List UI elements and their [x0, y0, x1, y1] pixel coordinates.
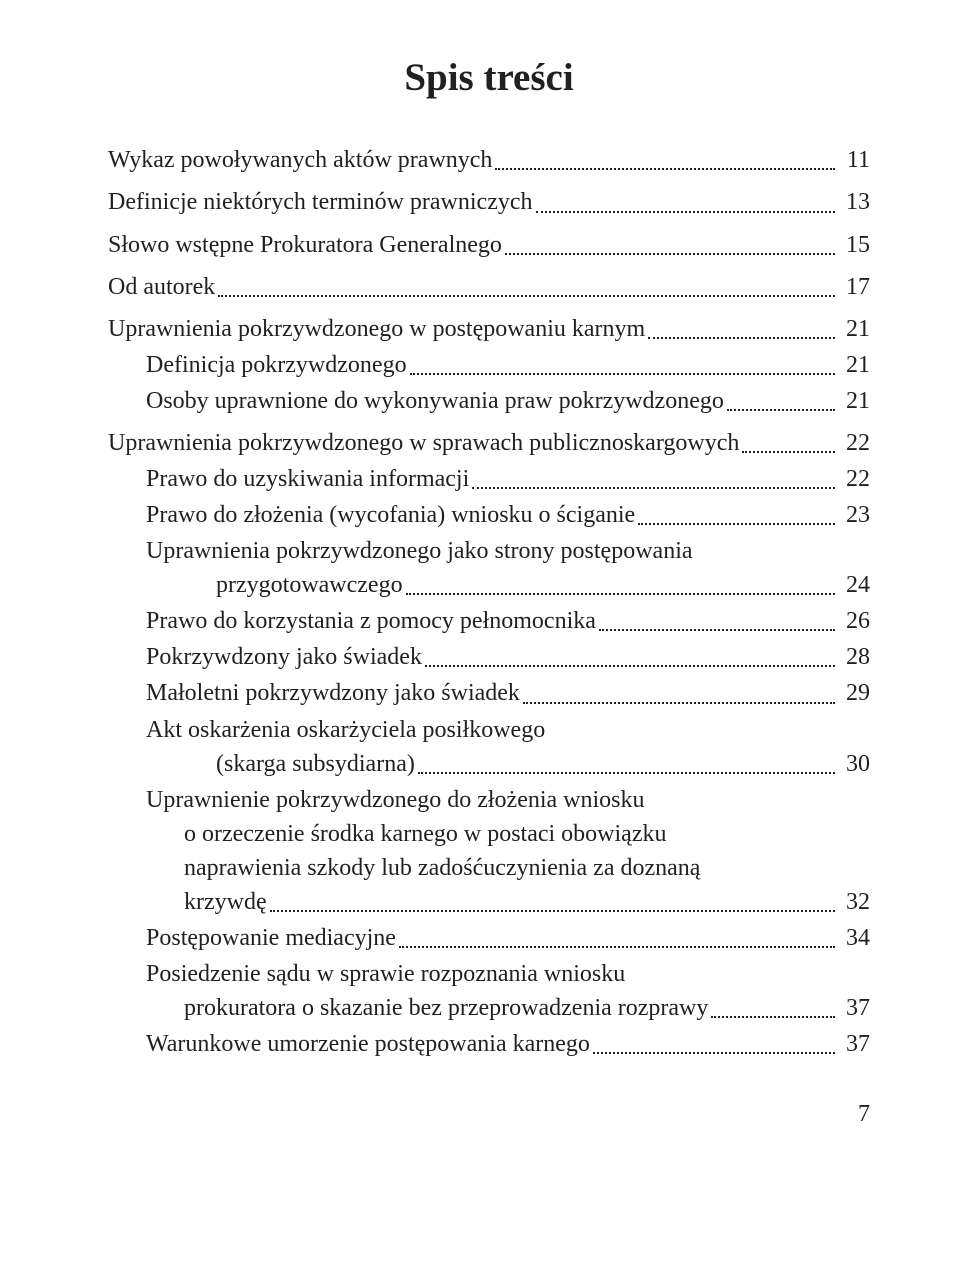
toc-entry-page: 21: [838, 348, 870, 382]
toc-entry-line: Posiedzenie sądu w sprawie rozpoznania w…: [108, 957, 870, 991]
toc-entry-label: przygotowawczego: [216, 568, 403, 602]
toc-entry: Uprawnienia pokrzywdzonego w postępowani…: [108, 312, 870, 346]
toc-entry-line: naprawienia szkody lub zadośćuczynienia …: [108, 851, 870, 885]
toc-leader-dots: [418, 753, 835, 774]
toc-leader-dots: [495, 149, 835, 170]
toc-leader-dots: [536, 191, 836, 212]
toc-leader-dots: [399, 927, 835, 948]
toc-entry: krzywdę 32: [108, 885, 870, 919]
toc-entry-page: 37: [838, 991, 870, 1025]
toc-leader-dots: [711, 997, 835, 1018]
toc-entry-label: prokuratora o skazanie bez przeprowadzen…: [184, 991, 708, 1025]
toc-leader-dots: [472, 468, 835, 489]
toc-entry-line: Akt oskarżenia oskarżyciela posiłkowego: [108, 713, 870, 747]
toc-entry: Definicje niektórych terminów prawniczyc…: [108, 185, 870, 219]
toc-entry-page: 22: [838, 462, 870, 496]
toc-entry: Osoby uprawnione do wykonywania praw pok…: [108, 384, 870, 418]
page-number: 7: [108, 1097, 870, 1131]
toc-leader-dots: [523, 682, 835, 703]
toc-entry: prokuratora o skazanie bez przeprowadzen…: [108, 991, 870, 1025]
toc-entry-page: 15: [838, 228, 870, 262]
toc-entry-page: 11: [838, 143, 870, 177]
toc-entry-label: Prawo do uzyskiwania informacji: [146, 462, 469, 496]
toc-leader-dots: [406, 574, 835, 595]
toc-leader-dots: [505, 233, 835, 254]
table-of-contents: Wykaz powoływanych aktów prawnych 11 Defin…: [108, 143, 870, 1061]
toc-entry-label: Osoby uprawnione do wykonywania praw pok…: [146, 384, 724, 418]
toc-entry-page: 29: [838, 676, 870, 710]
toc-entry-label: Małoletni pokrzywdzony jako świadek: [146, 676, 520, 710]
toc-entry-page: 21: [838, 312, 870, 346]
toc-entry-line: o orzeczenie środka karnego w postaci ob…: [108, 817, 870, 851]
toc-leader-dots: [648, 318, 835, 339]
toc-entry-label: Słowo wstępne Prokuratora Generalnego: [108, 228, 502, 262]
toc-entry-page: 24: [838, 568, 870, 602]
toc-entry: Prawo do złożenia (wycofania) wniosku o …: [108, 498, 870, 532]
toc-entry-page: 30: [838, 747, 870, 781]
toc-entry: Wykaz powoływanych aktów prawnych 11: [108, 143, 870, 177]
toc-entry-label: Definicja pokrzywdzonego: [146, 348, 407, 382]
toc-entry-label: Definicje niektórych terminów prawniczyc…: [108, 185, 533, 219]
toc-leader-dots: [727, 390, 835, 411]
toc-entry: Warunkowe umorzenie postępowania karnego…: [108, 1027, 870, 1061]
toc-entry-label: Prawo do złożenia (wycofania) wniosku o …: [146, 498, 635, 532]
toc-entry-page: 17: [838, 270, 870, 304]
toc-entry-label: (skarga subsydiarna): [216, 747, 415, 781]
toc-leader-dots: [410, 354, 835, 375]
toc-leader-dots: [218, 276, 835, 297]
toc-entry-label: Warunkowe umorzenie postępowania karnego: [146, 1027, 590, 1061]
toc-entry-page: 37: [838, 1027, 870, 1061]
toc-entry-label: krzywdę: [184, 885, 267, 919]
toc-leader-dots: [599, 610, 835, 631]
toc-entry-label: Uprawnienia pokrzywdzonego w sprawach pu…: [108, 426, 739, 460]
toc-entry-label: Prawo do korzystania z pomocy pełnomocni…: [146, 604, 596, 638]
toc-entry-label: Postępowanie mediacyjne: [146, 921, 396, 955]
toc-leader-dots: [593, 1033, 835, 1054]
toc-entry: Prawo do uzyskiwania informacji 22: [108, 462, 870, 496]
toc-leader-dots: [742, 432, 835, 453]
toc-entry: Pokrzywdzony jako świadek 28: [108, 640, 870, 674]
toc-entry-line: Uprawnienia pokrzywdzonego jako strony p…: [108, 534, 870, 568]
toc-entry-label: Od autorek: [108, 270, 215, 304]
toc-entry-label: Pokrzywdzony jako świadek: [146, 640, 422, 674]
toc-entry: Uprawnienia pokrzywdzonego w sprawach pu…: [108, 426, 870, 460]
toc-entry: Słowo wstępne Prokuratora Generalnego 15: [108, 228, 870, 262]
toc-entry-label: Wykaz powoływanych aktów prawnych: [108, 143, 492, 177]
toc-entry-page: 26: [838, 604, 870, 638]
toc-entry-page: 34: [838, 921, 870, 955]
toc-entry: Małoletni pokrzywdzony jako świadek 29: [108, 676, 870, 710]
toc-entry-page: 13: [838, 185, 870, 219]
toc-entry-line: Uprawnienie pokrzywdzonego do złożenia w…: [108, 783, 870, 817]
toc-entry-page: 21: [838, 384, 870, 418]
toc-entry: (skarga subsydiarna) 30: [108, 747, 870, 781]
page-title: Spis treści: [108, 50, 870, 105]
toc-entry: Definicja pokrzywdzonego 21: [108, 348, 870, 382]
toc-entry-page: 32: [838, 885, 870, 919]
toc-leader-dots: [270, 891, 835, 912]
toc-entry: Prawo do korzystania z pomocy pełnomocni…: [108, 604, 870, 638]
toc-entry-page: 22: [838, 426, 870, 460]
toc-entry: przygotowawczego 24: [108, 568, 870, 602]
toc-leader-dots: [425, 646, 835, 667]
toc-entry-label: Uprawnienia pokrzywdzonego w postępowani…: [108, 312, 645, 346]
toc-leader-dots: [638, 504, 835, 525]
toc-entry-page: 23: [838, 498, 870, 532]
toc-entry: Od autorek 17: [108, 270, 870, 304]
toc-entry: Postępowanie mediacyjne 34: [108, 921, 870, 955]
toc-entry-page: 28: [838, 640, 870, 674]
